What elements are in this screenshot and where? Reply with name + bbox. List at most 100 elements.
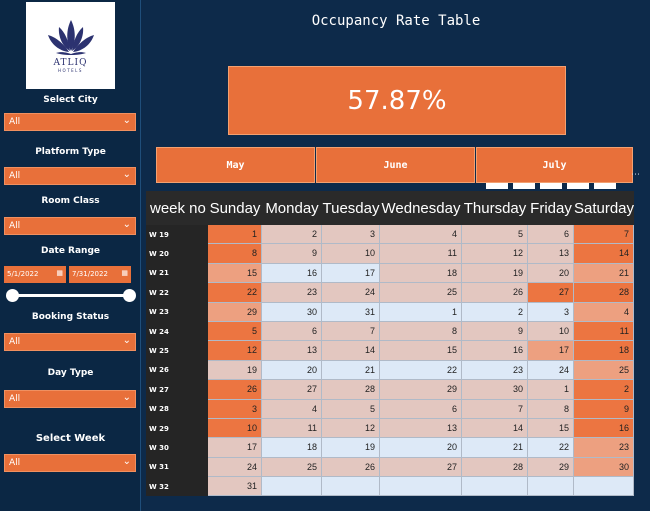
day-cell[interactable]: 15 <box>528 418 574 439</box>
column-header[interactable]: week no <box>150 199 206 217</box>
day-cell[interactable]: 12 <box>322 418 380 439</box>
column-header[interactable]: Saturday <box>573 199 635 217</box>
day-cell[interactable]: 28 <box>574 283 634 303</box>
more-options-icon[interactable]: ⋯ <box>631 170 640 180</box>
day-cell[interactable]: 18 <box>262 438 322 458</box>
start-date-input[interactable]: 5/1/2022 ▦ <box>4 266 66 283</box>
day-cell[interactable]: 19 <box>208 360 262 381</box>
booking-status-select[interactable]: All ⌄ <box>4 333 136 351</box>
day-cell[interactable]: 1 <box>208 225 262 245</box>
day-cell[interactable]: 24 <box>208 457 262 478</box>
day-cell[interactable]: 20 <box>380 438 462 458</box>
day-cell[interactable]: 5 <box>322 399 380 419</box>
day-cell[interactable]: 8 <box>380 321 462 342</box>
day-cell[interactable]: 7 <box>462 399 528 419</box>
day-cell[interactable]: 20 <box>262 360 322 381</box>
day-cell[interactable]: 1 <box>528 380 574 400</box>
day-cell[interactable]: 25 <box>262 457 322 478</box>
day-cell[interactable]: 27 <box>528 283 574 303</box>
date-slider-track[interactable] <box>12 294 130 297</box>
day-cell[interactable]: 18 <box>574 341 634 361</box>
day-cell[interactable]: 19 <box>322 438 380 458</box>
date-slider-end-handle[interactable] <box>123 289 136 302</box>
day-cell[interactable]: 10 <box>322 244 380 264</box>
day-cell[interactable]: 21 <box>574 263 634 284</box>
day-cell[interactable]: 6 <box>380 399 462 419</box>
day-cell[interactable]: 3 <box>322 225 380 245</box>
date-slider-start-handle[interactable] <box>6 289 19 302</box>
day-cell[interactable]: 3 <box>208 399 262 419</box>
day-cell[interactable]: 29 <box>208 302 262 322</box>
day-cell[interactable]: 22 <box>208 283 262 303</box>
day-cell[interactable]: 9 <box>574 399 634 419</box>
day-cell[interactable]: 26 <box>322 457 380 478</box>
day-cell[interactable]: 24 <box>528 360 574 381</box>
day-cell[interactable]: 1 <box>380 302 462 322</box>
day-cell[interactable]: 25 <box>574 360 634 381</box>
day-cell[interactable]: 24 <box>322 283 380 303</box>
day-cell[interactable]: 30 <box>262 302 322 322</box>
end-date-input[interactable]: 7/31/2022 ▦ <box>69 266 131 283</box>
column-header[interactable]: Sunday <box>209 199 261 217</box>
day-cell[interactable]: 27 <box>380 457 462 478</box>
day-cell[interactable]: 19 <box>462 263 528 284</box>
day-cell[interactable]: 6 <box>528 225 574 245</box>
day-cell[interactable]: 22 <box>528 438 574 458</box>
column-header[interactable]: Wednesday <box>381 199 461 217</box>
column-header[interactable]: Thursday <box>463 199 527 217</box>
day-cell[interactable]: 3 <box>528 302 574 322</box>
day-cell[interactable]: 29 <box>380 380 462 400</box>
day-cell[interactable]: 21 <box>462 438 528 458</box>
week-select[interactable]: All ⌄ <box>4 454 136 472</box>
column-header[interactable]: Tuesday <box>322 199 380 217</box>
day-cell[interactable]: 7 <box>574 225 634 245</box>
day-cell[interactable] <box>380 477 462 497</box>
column-header[interactable]: Monday <box>265 199 319 217</box>
day-cell[interactable]: 20 <box>528 263 574 284</box>
day-cell[interactable]: 18 <box>380 263 462 284</box>
day-cell[interactable]: 17 <box>528 341 574 361</box>
day-cell[interactable]: 26 <box>208 380 262 400</box>
day-cell[interactable]: 6 <box>262 321 322 342</box>
day-cell[interactable]: 4 <box>262 399 322 419</box>
day-cell[interactable]: 9 <box>262 244 322 264</box>
platform-select[interactable]: All ⌄ <box>4 167 136 185</box>
day-type-select[interactable]: All ⌄ <box>4 390 136 408</box>
day-cell[interactable]: 27 <box>262 380 322 400</box>
day-cell[interactable]: 22 <box>380 360 462 381</box>
day-cell[interactable]: 25 <box>380 283 462 303</box>
day-cell[interactable]: 12 <box>462 244 528 264</box>
day-cell[interactable]: 11 <box>262 418 322 439</box>
day-cell[interactable]: 5 <box>208 321 262 342</box>
day-cell[interactable]: 13 <box>262 341 322 361</box>
day-cell[interactable]: 11 <box>380 244 462 264</box>
day-cell[interactable]: 2 <box>462 302 528 322</box>
day-cell[interactable]: 9 <box>462 321 528 342</box>
day-cell[interactable] <box>528 477 574 497</box>
day-cell[interactable]: 30 <box>574 457 634 478</box>
day-cell[interactable]: 23 <box>462 360 528 381</box>
day-cell[interactable]: 14 <box>462 418 528 439</box>
day-cell[interactable]: 17 <box>322 263 380 284</box>
day-cell[interactable]: 8 <box>528 399 574 419</box>
day-cell[interactable]: 21 <box>322 360 380 381</box>
day-cell[interactable]: 16 <box>262 263 322 284</box>
day-cell[interactable]: 4 <box>380 225 462 245</box>
day-cell[interactable] <box>322 477 380 497</box>
day-cell[interactable]: 16 <box>462 341 528 361</box>
day-cell[interactable]: 15 <box>380 341 462 361</box>
day-cell[interactable] <box>462 477 528 497</box>
day-cell[interactable]: 15 <box>208 263 262 284</box>
day-cell[interactable]: 16 <box>574 418 634 439</box>
day-cell[interactable]: 13 <box>528 244 574 264</box>
month-tab-may[interactable]: May <box>156 147 315 183</box>
day-cell[interactable]: 10 <box>208 418 262 439</box>
day-cell[interactable]: 11 <box>574 321 634 342</box>
day-cell[interactable] <box>262 477 322 497</box>
day-cell[interactable]: 26 <box>462 283 528 303</box>
city-select[interactable]: All ⌄ <box>4 113 136 131</box>
day-cell[interactable]: 28 <box>322 380 380 400</box>
day-cell[interactable]: 10 <box>528 321 574 342</box>
day-cell[interactable]: 8 <box>208 244 262 264</box>
day-cell[interactable]: 31 <box>208 477 262 497</box>
